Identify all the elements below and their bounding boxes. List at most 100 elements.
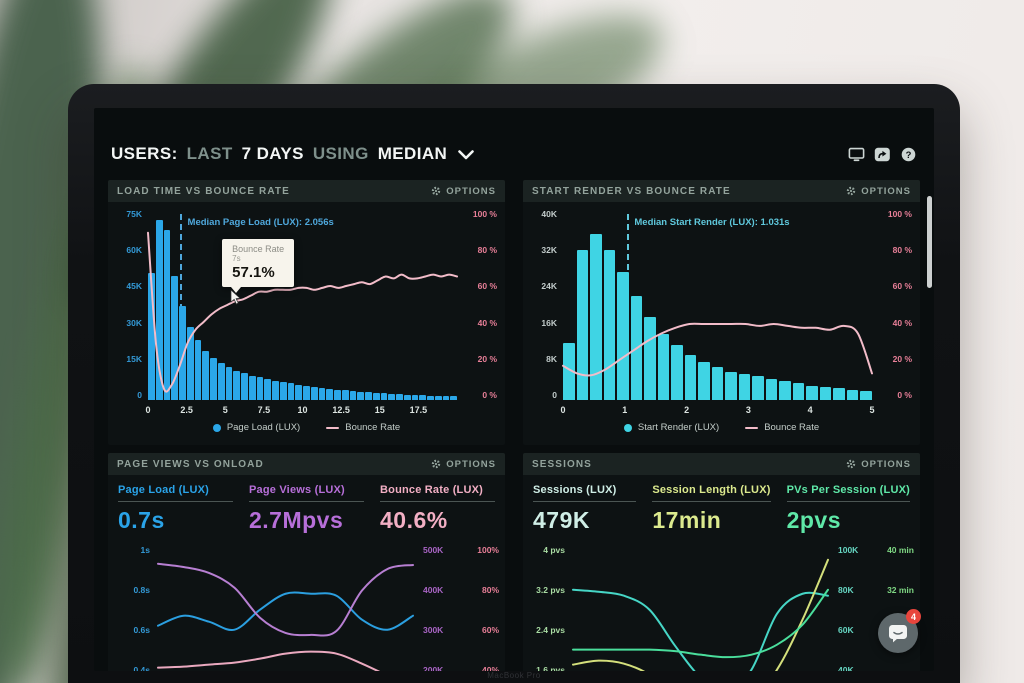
header-segment: MEDIAN xyxy=(377,144,448,163)
histogram-bar[interactable] xyxy=(860,390,872,400)
panel-titlebar: PAGE VIEWS VS ONLOAD OPTIONS xyxy=(108,453,505,475)
panel-load-time: LOAD TIME VS BOUNCE RATE OPTIONS 75K 60K 4… xyxy=(108,180,505,445)
header-dropdown[interactable]: USERS: LAST 7 DAYS USING MEDIAN xyxy=(111,144,474,164)
y-axis-tick: 0.4s xyxy=(133,664,150,671)
legend-line-icon xyxy=(745,426,759,429)
histogram-bar[interactable] xyxy=(287,383,295,400)
x-axis-tick: 4 xyxy=(807,405,813,415)
y-axis-right: 100 % 80 % 60 % 40 % 20 % 0 % xyxy=(872,210,916,400)
histogram-bar[interactable] xyxy=(295,384,302,400)
histogram-bar[interactable] xyxy=(148,273,155,400)
histogram-bar[interactable] xyxy=(341,390,349,400)
histogram-bar[interactable] xyxy=(442,396,450,400)
histogram-bar[interactable] xyxy=(349,391,357,400)
options-button[interactable]: OPTIONS xyxy=(431,459,496,470)
histogram-bar[interactable] xyxy=(357,391,364,400)
histogram-bar[interactable] xyxy=(310,386,318,400)
histogram-bar[interactable] xyxy=(334,389,341,400)
help-icon[interactable]: ? xyxy=(900,147,917,162)
histogram-bar[interactable] xyxy=(576,250,589,400)
histogram-bar[interactable] xyxy=(434,395,442,400)
y-axis-tick: 20 % xyxy=(477,353,497,364)
y-axis-tick: 2.4 pvs xyxy=(536,624,565,635)
x-axis-tick: 7.5 xyxy=(257,405,271,415)
histogram-bar[interactable] xyxy=(248,375,256,400)
histogram-bar[interactable] xyxy=(202,350,209,400)
histogram-bar[interactable] xyxy=(256,377,264,400)
histogram-bar[interactable] xyxy=(241,373,248,400)
plot-area: Median Page Load (LUX): 2.056s Bounce Ra… xyxy=(148,210,457,400)
histogram-bar[interactable] xyxy=(698,362,710,400)
y-axis-left: 75K 60K 45K 30K 15K 0 xyxy=(114,210,148,400)
series-line xyxy=(158,652,413,671)
histogram-bar[interactable] xyxy=(711,366,724,400)
histogram-bar[interactable] xyxy=(617,271,629,400)
y-axis-tick: 75K xyxy=(126,209,142,219)
histogram-bar[interactable] xyxy=(563,343,575,400)
panel-title: SESSIONS xyxy=(532,458,592,470)
y-axis-tick: 45K xyxy=(126,281,142,292)
histogram-bar[interactable] xyxy=(779,381,791,400)
legend-dot-icon xyxy=(623,423,632,432)
tooltip-x-value: 7s xyxy=(232,253,241,263)
histogram-bar[interactable] xyxy=(272,380,279,400)
histogram-bar[interactable] xyxy=(738,373,751,400)
y-axis-tick: 60K xyxy=(126,245,142,256)
histogram-bar[interactable] xyxy=(427,395,434,400)
y-axis-tick: 80 % xyxy=(892,245,912,256)
histogram-bar[interactable] xyxy=(380,393,388,400)
legend-item: Bounce Rate xyxy=(745,422,819,433)
y-axis-tick: 0 xyxy=(552,389,557,400)
histogram-bar[interactable] xyxy=(806,385,818,400)
histogram-bar[interactable] xyxy=(403,394,411,400)
share-icon[interactable] xyxy=(874,147,891,162)
histogram-bar[interactable] xyxy=(210,358,217,400)
dashboard-header: USERS: LAST 7 DAYS USING MEDIAN xyxy=(111,138,917,170)
median-label: Median Start Render (LUX): 1.031s xyxy=(634,216,790,228)
histogram-bar[interactable] xyxy=(155,220,163,400)
chat-launcher[interactable]: 4 xyxy=(878,609,921,653)
histogram-bar[interactable] xyxy=(365,392,372,400)
y-axis-tick: 1.6 pvs xyxy=(536,664,565,671)
options-button[interactable]: OPTIONS xyxy=(431,186,496,197)
histogram-bar[interactable] xyxy=(171,275,178,400)
histogram-bar[interactable] xyxy=(603,250,616,400)
histogram-bar[interactable] xyxy=(163,230,171,400)
histogram-bar[interactable] xyxy=(396,394,403,400)
histogram-bar[interactable] xyxy=(590,233,602,400)
histogram-bar[interactable] xyxy=(657,333,670,400)
histogram-bar[interactable] xyxy=(644,316,656,400)
histogram-bar[interactable] xyxy=(372,392,380,400)
histogram-bar[interactable] xyxy=(671,345,683,400)
histogram-bar[interactable] xyxy=(318,387,326,400)
histogram-bar[interactable] xyxy=(450,396,457,400)
y-axis-tick: 80 % xyxy=(477,245,497,256)
histogram-bar[interactable] xyxy=(225,367,233,400)
scrollbar[interactable] xyxy=(927,196,932,288)
histogram-bar[interactable] xyxy=(179,306,186,400)
histogram-bar[interactable] xyxy=(279,382,287,400)
display-icon[interactable] xyxy=(848,147,865,162)
histogram-bar[interactable] xyxy=(217,363,225,400)
options-button[interactable]: OPTIONS xyxy=(846,186,911,197)
histogram-bar[interactable] xyxy=(233,370,240,400)
histogram-bar[interactable] xyxy=(194,340,202,400)
histogram-bar[interactable] xyxy=(792,383,805,400)
histogram-bar[interactable] xyxy=(819,386,832,400)
histogram-bar[interactable] xyxy=(725,371,737,400)
histogram-bar[interactable] xyxy=(419,395,426,400)
options-button[interactable]: OPTIONS xyxy=(846,459,911,470)
histogram-bar[interactable] xyxy=(303,385,310,400)
histogram-bar[interactable] xyxy=(752,376,764,400)
histogram-bar[interactable] xyxy=(326,388,333,400)
histogram-bar[interactable] xyxy=(264,378,271,400)
histogram-bar[interactable] xyxy=(186,326,194,400)
x-axis: 0 2.5 5 7.5 10 12.5 15 17.5 xyxy=(145,403,457,418)
histogram-bar[interactable] xyxy=(684,354,697,400)
histogram-bar[interactable] xyxy=(833,388,845,400)
histogram-bar[interactable] xyxy=(765,378,778,400)
histogram-bar[interactable] xyxy=(846,389,859,400)
tooltip-value: 57.1% xyxy=(232,263,275,281)
histogram-bar[interactable] xyxy=(411,395,419,400)
histogram-bar[interactable] xyxy=(388,393,395,400)
